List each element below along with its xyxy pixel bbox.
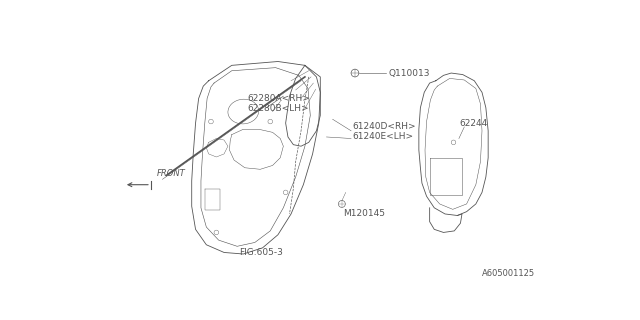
Text: 62280A<RH>: 62280A<RH> — [247, 94, 310, 103]
Text: 61240D<RH>: 61240D<RH> — [353, 123, 416, 132]
Text: Q110013: Q110013 — [388, 68, 429, 77]
Text: FIG.605-3: FIG.605-3 — [239, 248, 284, 257]
Text: A605001125: A605001125 — [482, 269, 535, 278]
Text: FRONT: FRONT — [156, 169, 185, 178]
Text: 62244: 62244 — [459, 119, 487, 128]
Text: 62280B<LH>: 62280B<LH> — [247, 104, 308, 113]
Text: 61240E<LH>: 61240E<LH> — [353, 132, 414, 141]
Text: M120145: M120145 — [344, 210, 385, 219]
